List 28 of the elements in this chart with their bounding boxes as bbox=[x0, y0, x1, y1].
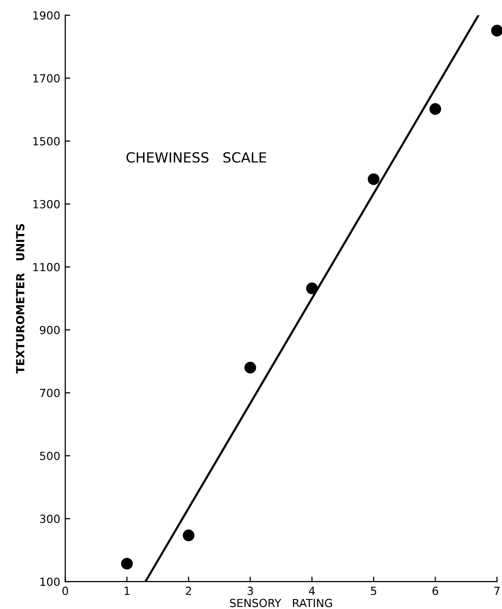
y-tick-label: 100 bbox=[40, 578, 60, 586]
y-tick-label: 1700 bbox=[33, 74, 60, 83]
y-tick-label: 1100 bbox=[33, 262, 60, 272]
x-tick-label: 5 bbox=[370, 586, 376, 596]
x-tick-label: 0 bbox=[62, 586, 68, 596]
y-axis-title: TEXTUROMETER UNITS bbox=[16, 224, 24, 374]
point bbox=[306, 282, 318, 294]
point bbox=[244, 362, 256, 374]
y-tick-label: 300 bbox=[40, 514, 60, 524]
point bbox=[182, 529, 194, 542]
point bbox=[491, 24, 502, 36]
y-tick-label: 1900 bbox=[33, 11, 60, 20]
x-tick-label: 1 bbox=[124, 586, 130, 595]
annotation: CHEWINESS SCALE bbox=[126, 152, 266, 163]
y-tick-label: 1300 bbox=[33, 200, 60, 208]
y-tick-label: 500 bbox=[40, 452, 60, 460]
x-tick-label: 7 bbox=[494, 586, 500, 595]
y-tick-label: 700 bbox=[40, 388, 60, 398]
point bbox=[121, 558, 133, 570]
x-axis-title: SENSORY RATING bbox=[230, 598, 332, 608]
point bbox=[429, 103, 442, 115]
x-tick-label: 6 bbox=[432, 586, 438, 596]
point bbox=[368, 173, 380, 186]
x-tick-label: 3 bbox=[248, 586, 253, 596]
x-tick-label: 2 bbox=[186, 586, 192, 595]
y-tick-label: 900 bbox=[40, 326, 60, 334]
y-tick-label: 1500 bbox=[33, 137, 60, 146]
x-tick-label: 4 bbox=[308, 586, 315, 595]
